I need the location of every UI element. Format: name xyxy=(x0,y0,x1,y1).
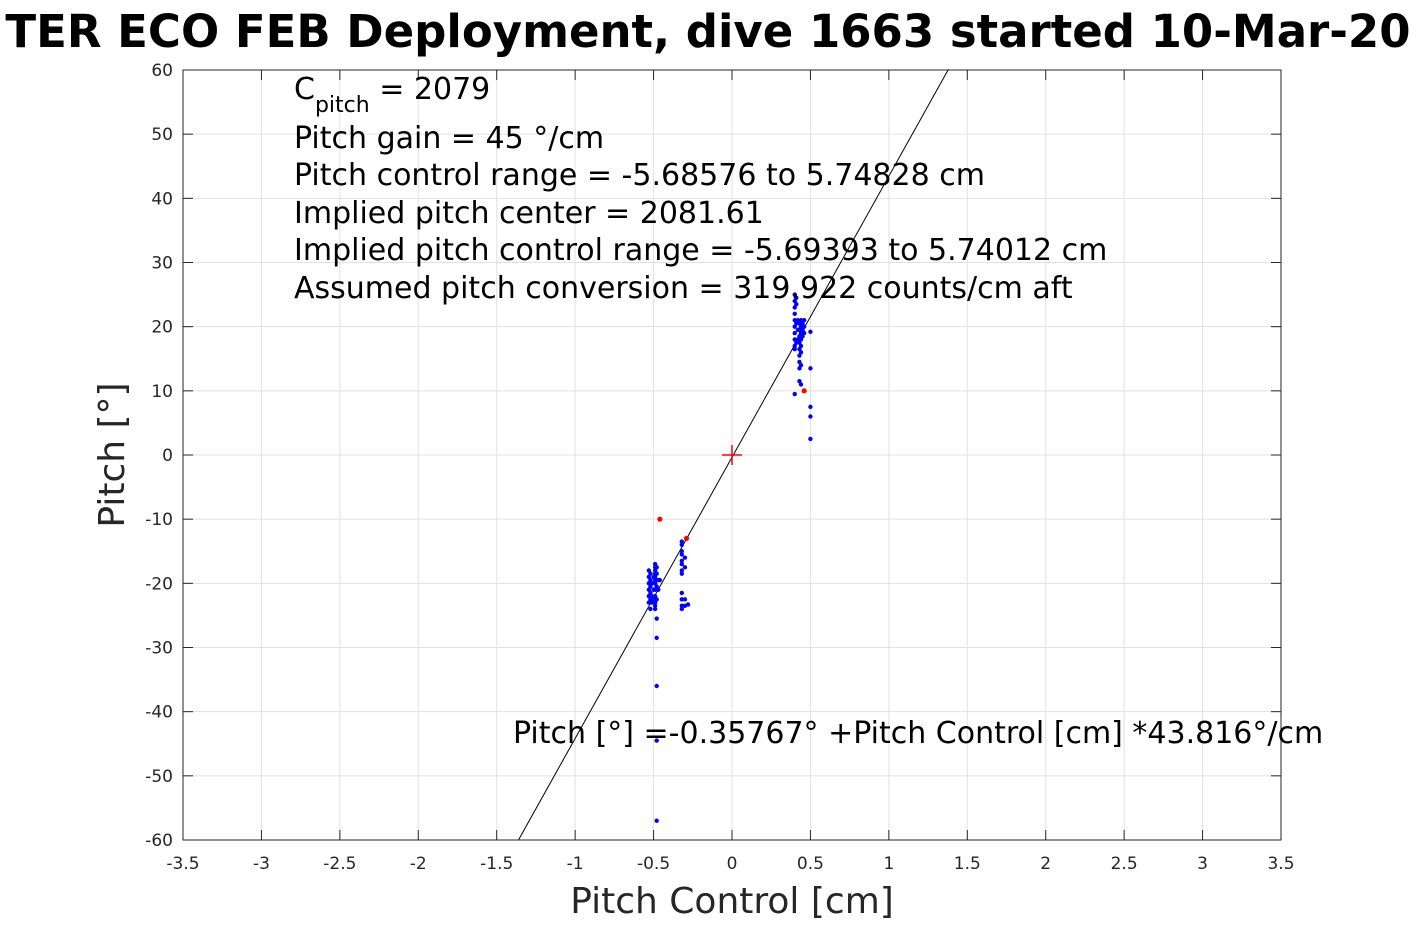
x-tick-label: 1.5 xyxy=(954,854,981,874)
data-point xyxy=(798,362,804,368)
x-tick-label: 2.5 xyxy=(1111,854,1138,874)
data-point xyxy=(801,330,807,336)
center-marker xyxy=(722,445,742,465)
data-point xyxy=(654,565,659,570)
data-point xyxy=(682,565,688,570)
y-tick-label: 20 xyxy=(151,318,173,338)
implied-range-annotation: Implied pitch control range = -5.69393 t… xyxy=(294,233,1107,268)
fit-equation-annotation: Pitch [°] =-0.35767° +Pitch Control [cm]… xyxy=(513,716,1323,751)
x-tick-label: 3 xyxy=(1197,854,1208,874)
y-tick-label: -50 xyxy=(145,767,173,787)
data-point xyxy=(652,577,658,583)
red-data-point xyxy=(657,516,663,522)
data-point xyxy=(808,366,813,371)
control-range-annotation: Pitch control range = -5.68576 to 5.7482… xyxy=(294,158,985,193)
data-point xyxy=(679,571,685,576)
data-point xyxy=(654,683,659,689)
x-tick-label: -3 xyxy=(253,854,270,874)
x-tick-label: -2 xyxy=(410,854,427,874)
data-points xyxy=(646,292,813,823)
data-point xyxy=(654,571,659,576)
data-point xyxy=(808,404,813,410)
info-annotations: Cpitch = 2079 Pitch gain = 45 °/cm Pitch… xyxy=(294,72,1323,751)
data-point xyxy=(679,539,685,544)
y-tick-label: 60 xyxy=(151,61,173,81)
data-point xyxy=(685,602,691,607)
data-point xyxy=(648,571,653,576)
axis-ticks: -3.5 -3 -2.5 -2 -1.5 -1 -0.5 0 0.5 1 1.5 2 2.5 3 3.5 60… xyxy=(145,61,1294,874)
c-pitch-symbol: C xyxy=(294,72,315,107)
data-point xyxy=(808,329,813,334)
data-point xyxy=(652,603,658,608)
x-tick-label: -2.5 xyxy=(323,854,356,874)
data-point xyxy=(652,606,658,612)
y-tick-label: 40 xyxy=(151,189,173,209)
x-tick-label: -3.5 xyxy=(166,854,199,874)
data-point xyxy=(654,738,659,743)
x-tick-label: -1.5 xyxy=(480,854,513,874)
data-point xyxy=(679,552,685,557)
data-point xyxy=(798,350,804,355)
red-data-point xyxy=(801,388,807,394)
data-point xyxy=(679,558,685,564)
data-point xyxy=(798,382,804,387)
y-tick-label: 10 xyxy=(151,382,173,402)
y-tick-label: -30 xyxy=(145,639,173,659)
chart-title: TER ECO FEB Deployment, dive 1663 starte… xyxy=(5,5,1410,58)
y-tick-label: 50 xyxy=(151,125,173,145)
y-tick-label: 30 xyxy=(151,254,173,274)
x-tick-label: 1 xyxy=(883,854,894,874)
red-data-point xyxy=(683,535,690,542)
data-point xyxy=(679,590,685,596)
data-point xyxy=(792,346,797,352)
data-point xyxy=(801,324,807,329)
implied-center-annotation: Implied pitch center = 2081.61 xyxy=(294,196,764,231)
x-tick-label: 3.5 xyxy=(1267,854,1294,874)
c-pitch-annotation: Cpitch = 2079 xyxy=(294,72,490,118)
y-tick-label: -40 xyxy=(145,703,173,723)
x-tick-label: 0 xyxy=(727,854,738,874)
x-tick-label: 0.5 xyxy=(797,854,824,874)
c-pitch-value: = 2079 xyxy=(370,72,491,107)
data-point xyxy=(648,606,653,612)
y-tick-label: -60 xyxy=(145,831,173,851)
y-tick-label: -10 xyxy=(145,510,173,530)
data-point xyxy=(682,555,688,560)
data-point xyxy=(679,561,685,567)
x-axis-label: Pitch Control [cm] xyxy=(570,881,894,922)
data-point xyxy=(654,616,659,621)
data-point xyxy=(794,295,799,300)
data-point xyxy=(654,597,659,602)
pitch-gain-annotation: Pitch gain = 45 °/cm xyxy=(294,121,604,156)
data-point xyxy=(801,318,807,323)
data-point xyxy=(679,597,685,602)
data-point xyxy=(679,568,685,573)
data-point xyxy=(808,436,813,442)
x-tick-label: -0.5 xyxy=(637,854,670,874)
data-point xyxy=(792,311,797,317)
data-point xyxy=(679,542,685,548)
data-point xyxy=(654,635,659,641)
conversion-annotation: Assumed pitch conversion = 319.922 count… xyxy=(294,271,1073,306)
y-tick-label: 0 xyxy=(162,446,173,466)
c-pitch-subscript: pitch xyxy=(315,93,370,118)
data-point xyxy=(679,549,685,554)
data-point xyxy=(792,391,797,397)
data-point xyxy=(682,597,688,602)
data-point xyxy=(792,330,797,336)
x-tick-label: -1 xyxy=(567,854,584,874)
data-point xyxy=(794,302,799,307)
y-tick-label: -20 xyxy=(145,574,173,594)
data-point xyxy=(649,581,655,586)
data-point xyxy=(657,577,663,583)
data-point xyxy=(679,603,685,608)
data-point xyxy=(654,818,659,823)
data-point xyxy=(808,414,813,419)
data-point xyxy=(798,343,804,349)
y-axis-label: Pitch [°] xyxy=(92,382,133,527)
x-tick-label: 2 xyxy=(1040,854,1051,874)
data-point xyxy=(679,606,685,612)
data-point xyxy=(656,587,661,592)
